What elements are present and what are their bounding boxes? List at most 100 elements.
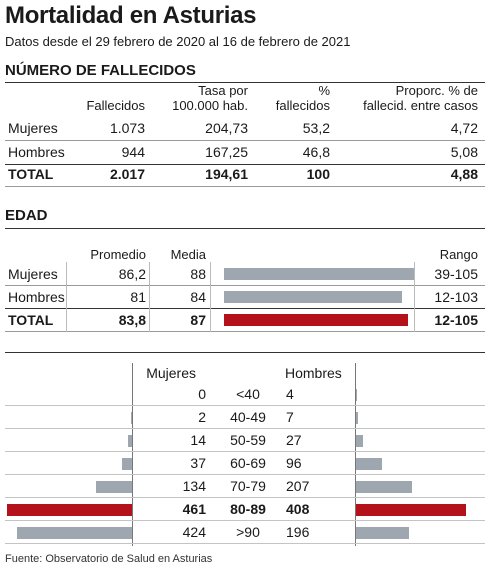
pyramid-value-men: 7 bbox=[286, 409, 294, 425]
age-range: 39-105 bbox=[434, 266, 478, 282]
deaths-cell: 167,25 bbox=[205, 144, 248, 160]
pyramid-right-axis bbox=[355, 363, 356, 546]
pyramid-label-women: Mujeres bbox=[146, 365, 196, 381]
pyramid-age-group: 40-49 bbox=[230, 409, 266, 425]
pyramid-value-women: 37 bbox=[190, 455, 206, 471]
pyramid-row-rule bbox=[5, 543, 485, 544]
age-bar bbox=[224, 314, 408, 326]
pyramid-row-rule bbox=[5, 428, 485, 429]
pyramid-bar-men bbox=[356, 504, 466, 516]
pyramid-bar-women bbox=[131, 412, 132, 424]
source-note: Fuente: Observatorio de Salud en Asturia… bbox=[5, 553, 213, 565]
age-col-average: Promedio bbox=[90, 247, 146, 262]
pyramid-bar-men bbox=[356, 389, 357, 401]
pyramid-value-men: 408 bbox=[286, 501, 310, 517]
deaths-col-header: Proporc. % de bbox=[395, 83, 478, 98]
pyramid-value-women: 461 bbox=[182, 501, 206, 517]
pyramid-value-men: 4 bbox=[286, 386, 294, 402]
age-range: 12-103 bbox=[434, 289, 478, 305]
pyramid-row-rule bbox=[5, 451, 485, 452]
pyramid-value-men: 96 bbox=[286, 455, 302, 471]
page-subtitle: Datos desde el 29 febrero de 2020 al 16 … bbox=[5, 34, 351, 49]
deaths-row-label: Hombres bbox=[8, 144, 65, 160]
pyramid-bar-women bbox=[7, 504, 132, 516]
pyramid-label-men: Hombres bbox=[285, 365, 342, 381]
age-median: 87 bbox=[190, 312, 206, 328]
pyramid-bar-men bbox=[356, 481, 412, 493]
page-title: Mortalidad en Asturias bbox=[5, 2, 257, 29]
deaths-cell: 1.073 bbox=[109, 120, 145, 136]
deaths-row-label: Mujeres bbox=[8, 120, 58, 136]
pyramid-age-group: 70-79 bbox=[230, 478, 266, 494]
age-range: 12-105 bbox=[434, 312, 478, 328]
deaths-cell: 194,61 bbox=[205, 166, 248, 182]
pyramid-bar-women bbox=[128, 435, 132, 447]
age-average: 83,8 bbox=[118, 312, 146, 328]
pyramid-value-women: 0 bbox=[198, 386, 206, 402]
pyramid-bar-women bbox=[17, 527, 132, 539]
pyramid-age-group: <40 bbox=[236, 386, 260, 402]
deaths-col-header: Tasa por bbox=[198, 83, 248, 98]
deaths-col-header: % bbox=[318, 83, 330, 98]
age-row-rule bbox=[5, 308, 485, 309]
age-bar bbox=[224, 291, 402, 303]
deaths-cell: 204,73 bbox=[205, 120, 248, 136]
deaths-col-header: Fallecidos bbox=[86, 98, 145, 113]
pyramid-bar-women bbox=[122, 458, 132, 470]
pyramid-value-men: 27 bbox=[286, 432, 302, 448]
pyramid-value-women: 424 bbox=[182, 524, 206, 540]
age-col-divider bbox=[210, 262, 211, 332]
pyramid-age-group: 80-89 bbox=[230, 501, 266, 517]
pyramid-bar-men bbox=[356, 527, 409, 539]
pyramid-bar-women bbox=[96, 481, 132, 493]
age-col-median: Media bbox=[170, 247, 206, 262]
age-col-divider bbox=[66, 262, 67, 332]
pyramid-value-men: 196 bbox=[286, 524, 310, 540]
pyramid-value-men: 207 bbox=[286, 478, 310, 494]
age-col-divider bbox=[414, 262, 415, 332]
pyramid-age-group: 50-59 bbox=[230, 432, 266, 448]
pyramid-row-rule bbox=[5, 474, 485, 475]
deaths-row-rule bbox=[5, 186, 485, 187]
deaths-row-rule bbox=[5, 164, 485, 165]
pyramid-age-group: 60-69 bbox=[230, 455, 266, 471]
age-row-label: Mujeres bbox=[8, 266, 58, 282]
age-row-rule bbox=[5, 331, 485, 332]
pyramid-bar-men bbox=[356, 435, 363, 447]
deaths-cell: 4,72 bbox=[450, 120, 478, 136]
deaths-row-label: TOTAL bbox=[8, 166, 54, 182]
deaths-cell: 4,88 bbox=[450, 166, 478, 182]
age-col-divider bbox=[149, 262, 150, 332]
pyramid-bar-men bbox=[356, 458, 382, 470]
deaths-cell: 46,8 bbox=[302, 144, 330, 160]
age-heading: EDAD bbox=[5, 207, 48, 224]
age-median: 84 bbox=[190, 289, 206, 305]
pyramid-top-rule bbox=[5, 352, 485, 353]
age-average: 81 bbox=[130, 289, 146, 305]
pyramid-row-rule bbox=[5, 405, 485, 406]
age-col-range: Rango bbox=[439, 247, 478, 262]
deaths-cell: 2.017 bbox=[109, 166, 145, 182]
deaths-col-header: fallecid. entre casos bbox=[363, 98, 478, 113]
age-row-rule bbox=[5, 285, 485, 286]
deaths-col-header: 100.000 hab. bbox=[172, 98, 248, 113]
pyramid-value-women: 134 bbox=[182, 478, 206, 494]
pyramid-row-rule bbox=[5, 520, 485, 521]
pyramid-bar-men bbox=[356, 412, 358, 424]
pyramid-left-axis bbox=[132, 363, 133, 546]
deaths-cell: 944 bbox=[121, 144, 145, 160]
pyramid-value-women: 14 bbox=[190, 432, 206, 448]
age-bar bbox=[224, 268, 414, 280]
age-row-label: Hombres bbox=[8, 289, 65, 305]
pyramid-row-rule bbox=[5, 497, 485, 498]
deaths-row-rule bbox=[5, 140, 485, 141]
pyramid-age-group: >90 bbox=[236, 524, 260, 540]
deaths-cell: 53,2 bbox=[302, 120, 330, 136]
deaths-col-header: fallecidos bbox=[275, 98, 330, 113]
pyramid-value-women: 2 bbox=[198, 409, 206, 425]
age-row-label: TOTAL bbox=[8, 312, 54, 328]
age-median: 88 bbox=[190, 266, 206, 282]
age-average: 86,2 bbox=[118, 266, 146, 282]
deaths-cell: 100 bbox=[306, 166, 330, 182]
